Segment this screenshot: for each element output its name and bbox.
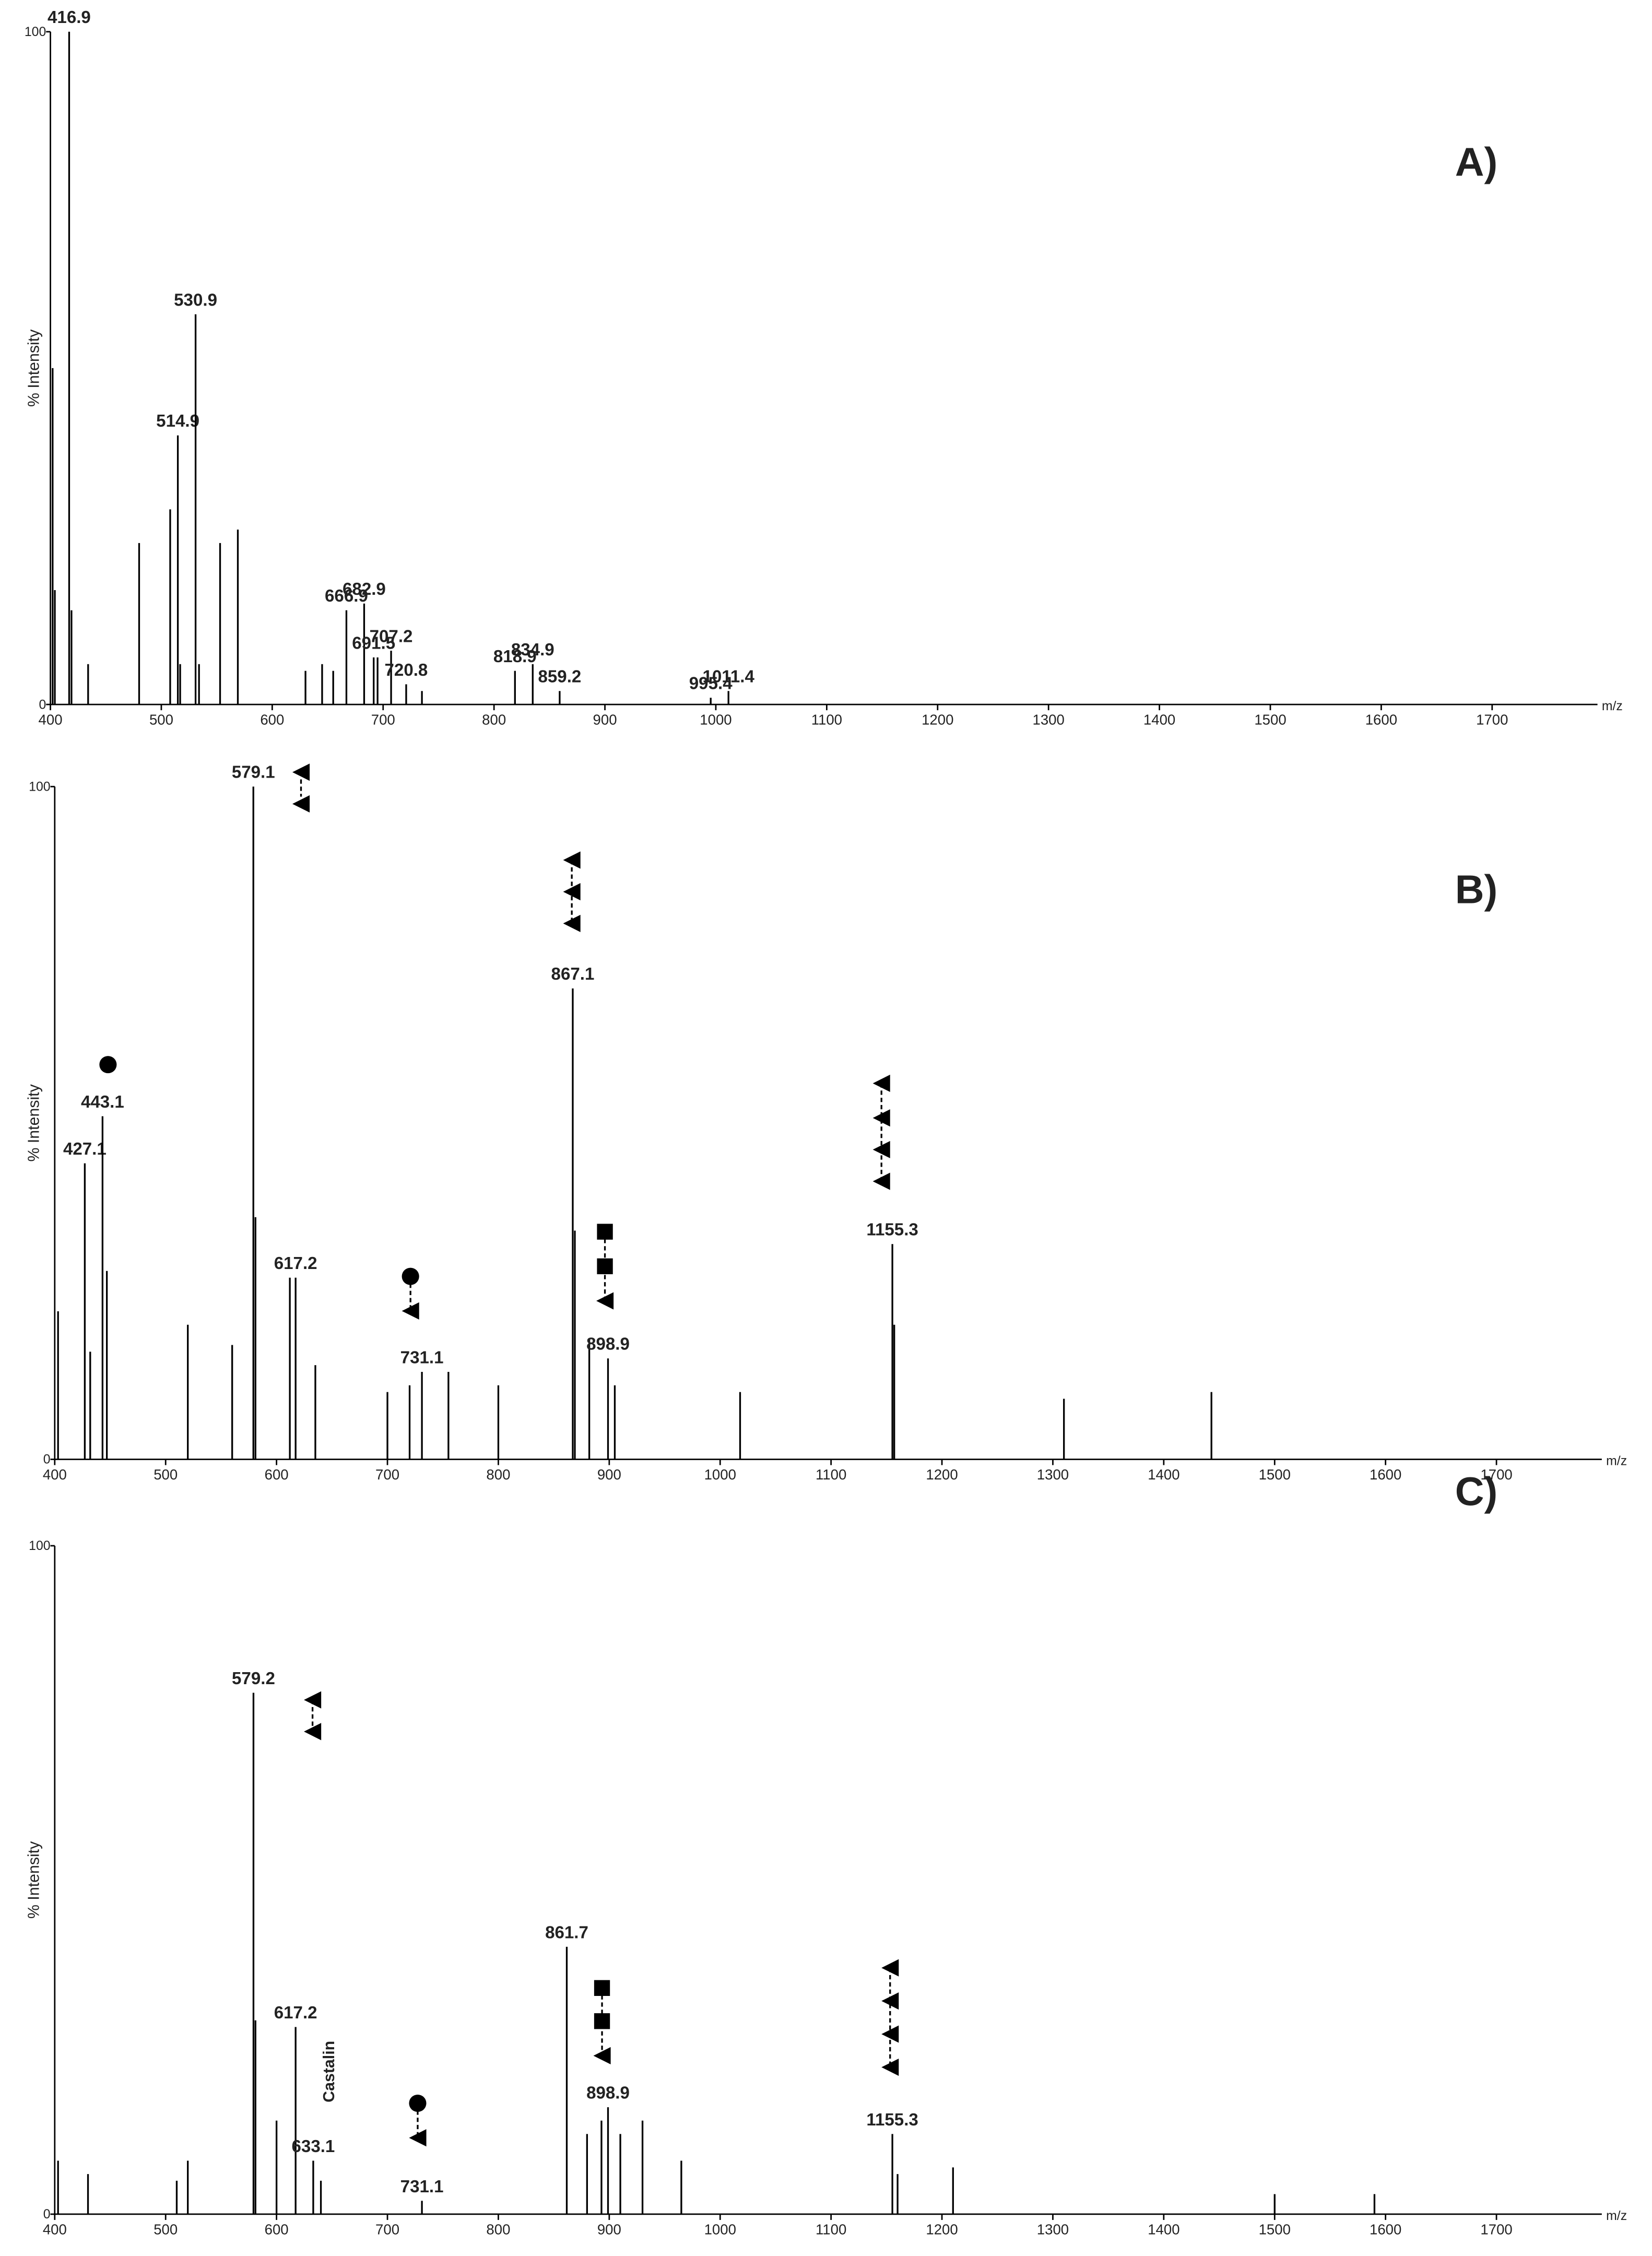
peak-label: 416.9 (48, 8, 91, 27)
y-tick-label: 0 (43, 1453, 51, 1467)
x-tick-label: 800 (482, 712, 506, 728)
x-tick-label: 500 (154, 2222, 178, 2238)
x-tick-label: 1100 (811, 712, 842, 728)
y-tick-label: 0 (39, 698, 46, 712)
x-tick-label: 1700 (1476, 712, 1508, 728)
y-axis-label: % Intensity (25, 1841, 42, 1919)
x-axis-label: m/z (1602, 699, 1623, 713)
x-tick-label: 1000 (700, 712, 731, 728)
peak-label: 514.9 (156, 412, 199, 431)
x-tick-label: 1300 (1037, 2222, 1069, 2238)
x-tick-label: 1200 (922, 712, 953, 728)
x-tick-label: 700 (371, 712, 395, 728)
x-tick-label: 1400 (1143, 712, 1175, 728)
x-tick-label: 1300 (1033, 712, 1065, 728)
peak-label: 861.7 (545, 1923, 588, 1942)
peak-label: 666.9 (325, 586, 368, 606)
peak-label: 617.2 (274, 1254, 317, 1273)
peak-label: 617.2 (274, 2003, 317, 2023)
peak-label: 443.1 (81, 1092, 124, 1112)
panel-label: B) (1455, 867, 1497, 912)
peak-label: 818.9 (493, 647, 537, 666)
x-axis-label: m/z (1606, 2209, 1627, 2223)
x-tick-label: 1100 (816, 2222, 846, 2238)
x-tick-label: 1600 (1370, 1466, 1401, 1483)
x-tick-label: 800 (486, 2222, 510, 2238)
peak-label: 834.9 (511, 640, 554, 660)
x-tick-label: 1000 (704, 2222, 736, 2238)
x-tick-label: 1500 (1259, 2222, 1291, 2238)
x-tick-label: 1000 (704, 1466, 736, 1483)
x-tick-label: 400 (43, 1466, 67, 1483)
peak-label: 898.9 (586, 2084, 630, 2103)
peak-label: 898.9 (586, 1335, 630, 1354)
peak-label: 859.2 (538, 667, 581, 687)
x-tick-label: 1200 (926, 2222, 958, 2238)
x-tick-label: 800 (486, 1466, 510, 1483)
peak-label: 720.8 (385, 661, 428, 680)
x-axis-label: m/z (1606, 1454, 1627, 1468)
peak-label: 682.9 (343, 580, 386, 599)
peak-label: 1155.3 (866, 2110, 918, 2130)
x-tick-label: 1300 (1037, 1466, 1069, 1483)
peak-label: 731.1 (400, 2177, 444, 2196)
x-tick-label: 1500 (1254, 712, 1286, 728)
y-tick-label: 0 (43, 2207, 51, 2222)
x-tick-label: 600 (265, 2222, 289, 2238)
peak-label: 731.1 (400, 1348, 444, 1367)
panel-label: C) (1455, 1470, 1497, 1514)
y-tick-label: 100 (29, 1539, 50, 1553)
x-tick-label: 1200 (926, 1466, 958, 1483)
peak-label: 1011.4 (702, 667, 754, 687)
x-tick-label: 1600 (1365, 712, 1397, 728)
y-axis-label: % Intensity (25, 1084, 42, 1161)
x-tick-label: 600 (260, 712, 284, 728)
x-tick-label: 1400 (1148, 1466, 1179, 1483)
peak-label: 579.2 (232, 1669, 275, 1688)
y-tick-label: 100 (25, 25, 46, 39)
peak-label: 995.4 (689, 674, 733, 694)
panel-label: A) (1455, 140, 1497, 185)
x-tick-label: 700 (375, 2222, 399, 2238)
peak-label: 427.1 (63, 1139, 107, 1159)
y-axis-label: % Intensity (25, 329, 42, 407)
peak-label: 1155.3 (866, 1220, 918, 1240)
x-tick-label: 1700 (1480, 1466, 1512, 1483)
x-tick-label: 1100 (816, 1466, 846, 1483)
glycan-symbols (99, 763, 899, 2147)
peak-label: 707.2 (370, 627, 413, 646)
peak-label: 867.1 (551, 965, 595, 984)
x-tick-label: 400 (39, 712, 63, 728)
x-tick-label: 400 (43, 2222, 67, 2238)
annotation: Castalin (321, 2041, 338, 2102)
x-tick-label: 500 (149, 712, 173, 728)
peak-label: 579.1 (232, 763, 275, 782)
x-tick-label: 900 (597, 2222, 621, 2238)
x-tick-label: 900 (597, 1466, 621, 1483)
x-tick-label: 1500 (1259, 1466, 1291, 1483)
x-tick-label: 1700 (1480, 2222, 1512, 2238)
x-tick-label: 1400 (1148, 2222, 1179, 2238)
x-tick-label: 1600 (1370, 2222, 1401, 2238)
x-tick-label: 900 (593, 712, 617, 728)
x-tick-label: 700 (375, 1466, 399, 1483)
y-tick-label: 100 (29, 780, 50, 794)
x-tick-label: 600 (265, 1466, 289, 1483)
peak-label: 691.5 (352, 633, 395, 653)
peak-label: 633.1 (292, 2137, 335, 2156)
peak-label: 530.9 (174, 290, 217, 310)
x-tick-label: 500 (154, 1466, 178, 1483)
